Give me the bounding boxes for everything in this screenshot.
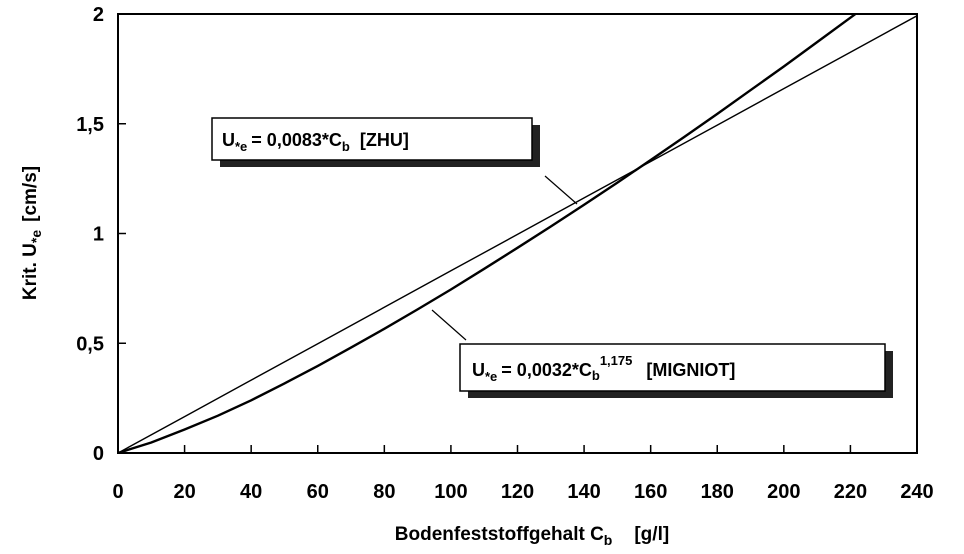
y-tick-label: 1,5 [76,114,104,136]
y-tick-label: 2 [93,4,104,26]
series-lines [118,14,917,453]
y-tick-label: 0,5 [76,333,104,355]
migniot-formula: U*e = 0,0032*Cb1,175 [MIGNIOT] [472,353,735,384]
y-tick-label: 1 [93,224,104,246]
x-tick-label: 20 [173,481,195,503]
y-axis-label: Krit. U*e[cm/s] [20,166,44,300]
x-tick-label: 80 [373,481,395,503]
x-tick-label: 140 [567,481,600,503]
series-line-migniot [118,14,858,453]
x-tick-label: 200 [767,481,800,503]
x-tick-label: 220 [834,481,867,503]
x-tick-label: 240 [900,481,933,503]
migniot-annotation: U*e = 0,0032*Cb1,175 [MIGNIOT] [459,343,893,398]
x-tick-label: 100 [434,481,467,503]
migniot-annotation-box [459,343,886,392]
zhu-formula: U*e = 0,0083*Cb [ZHU] [222,130,409,154]
y-tick-label: 0 [93,443,104,465]
zhu-leader-line [544,175,578,205]
x-tick-label: 60 [307,481,329,503]
y-axis-ticks: 0 0,5 1 1,5 2 [76,4,126,465]
x-axis-label: Bodenfeststoffgehalt Cb [g/l] [395,524,669,548]
zhu-annotation-box [211,117,533,161]
x-axis-ticks: 0 20 40 60 80 100 120 140 160 180 200 220 240 [112,445,934,503]
x-tick-label: 0 [112,481,123,503]
x-tick-label: 180 [701,481,734,503]
zhu-annotation: U*e = 0,0083*Cb [ZHU] [211,117,540,167]
migniot-leader-line [431,309,467,341]
x-tick-label: 120 [501,481,534,503]
x-tick-label: 40 [240,481,262,503]
x-tick-label: 160 [634,481,667,503]
series-line-zhu [118,15,917,453]
